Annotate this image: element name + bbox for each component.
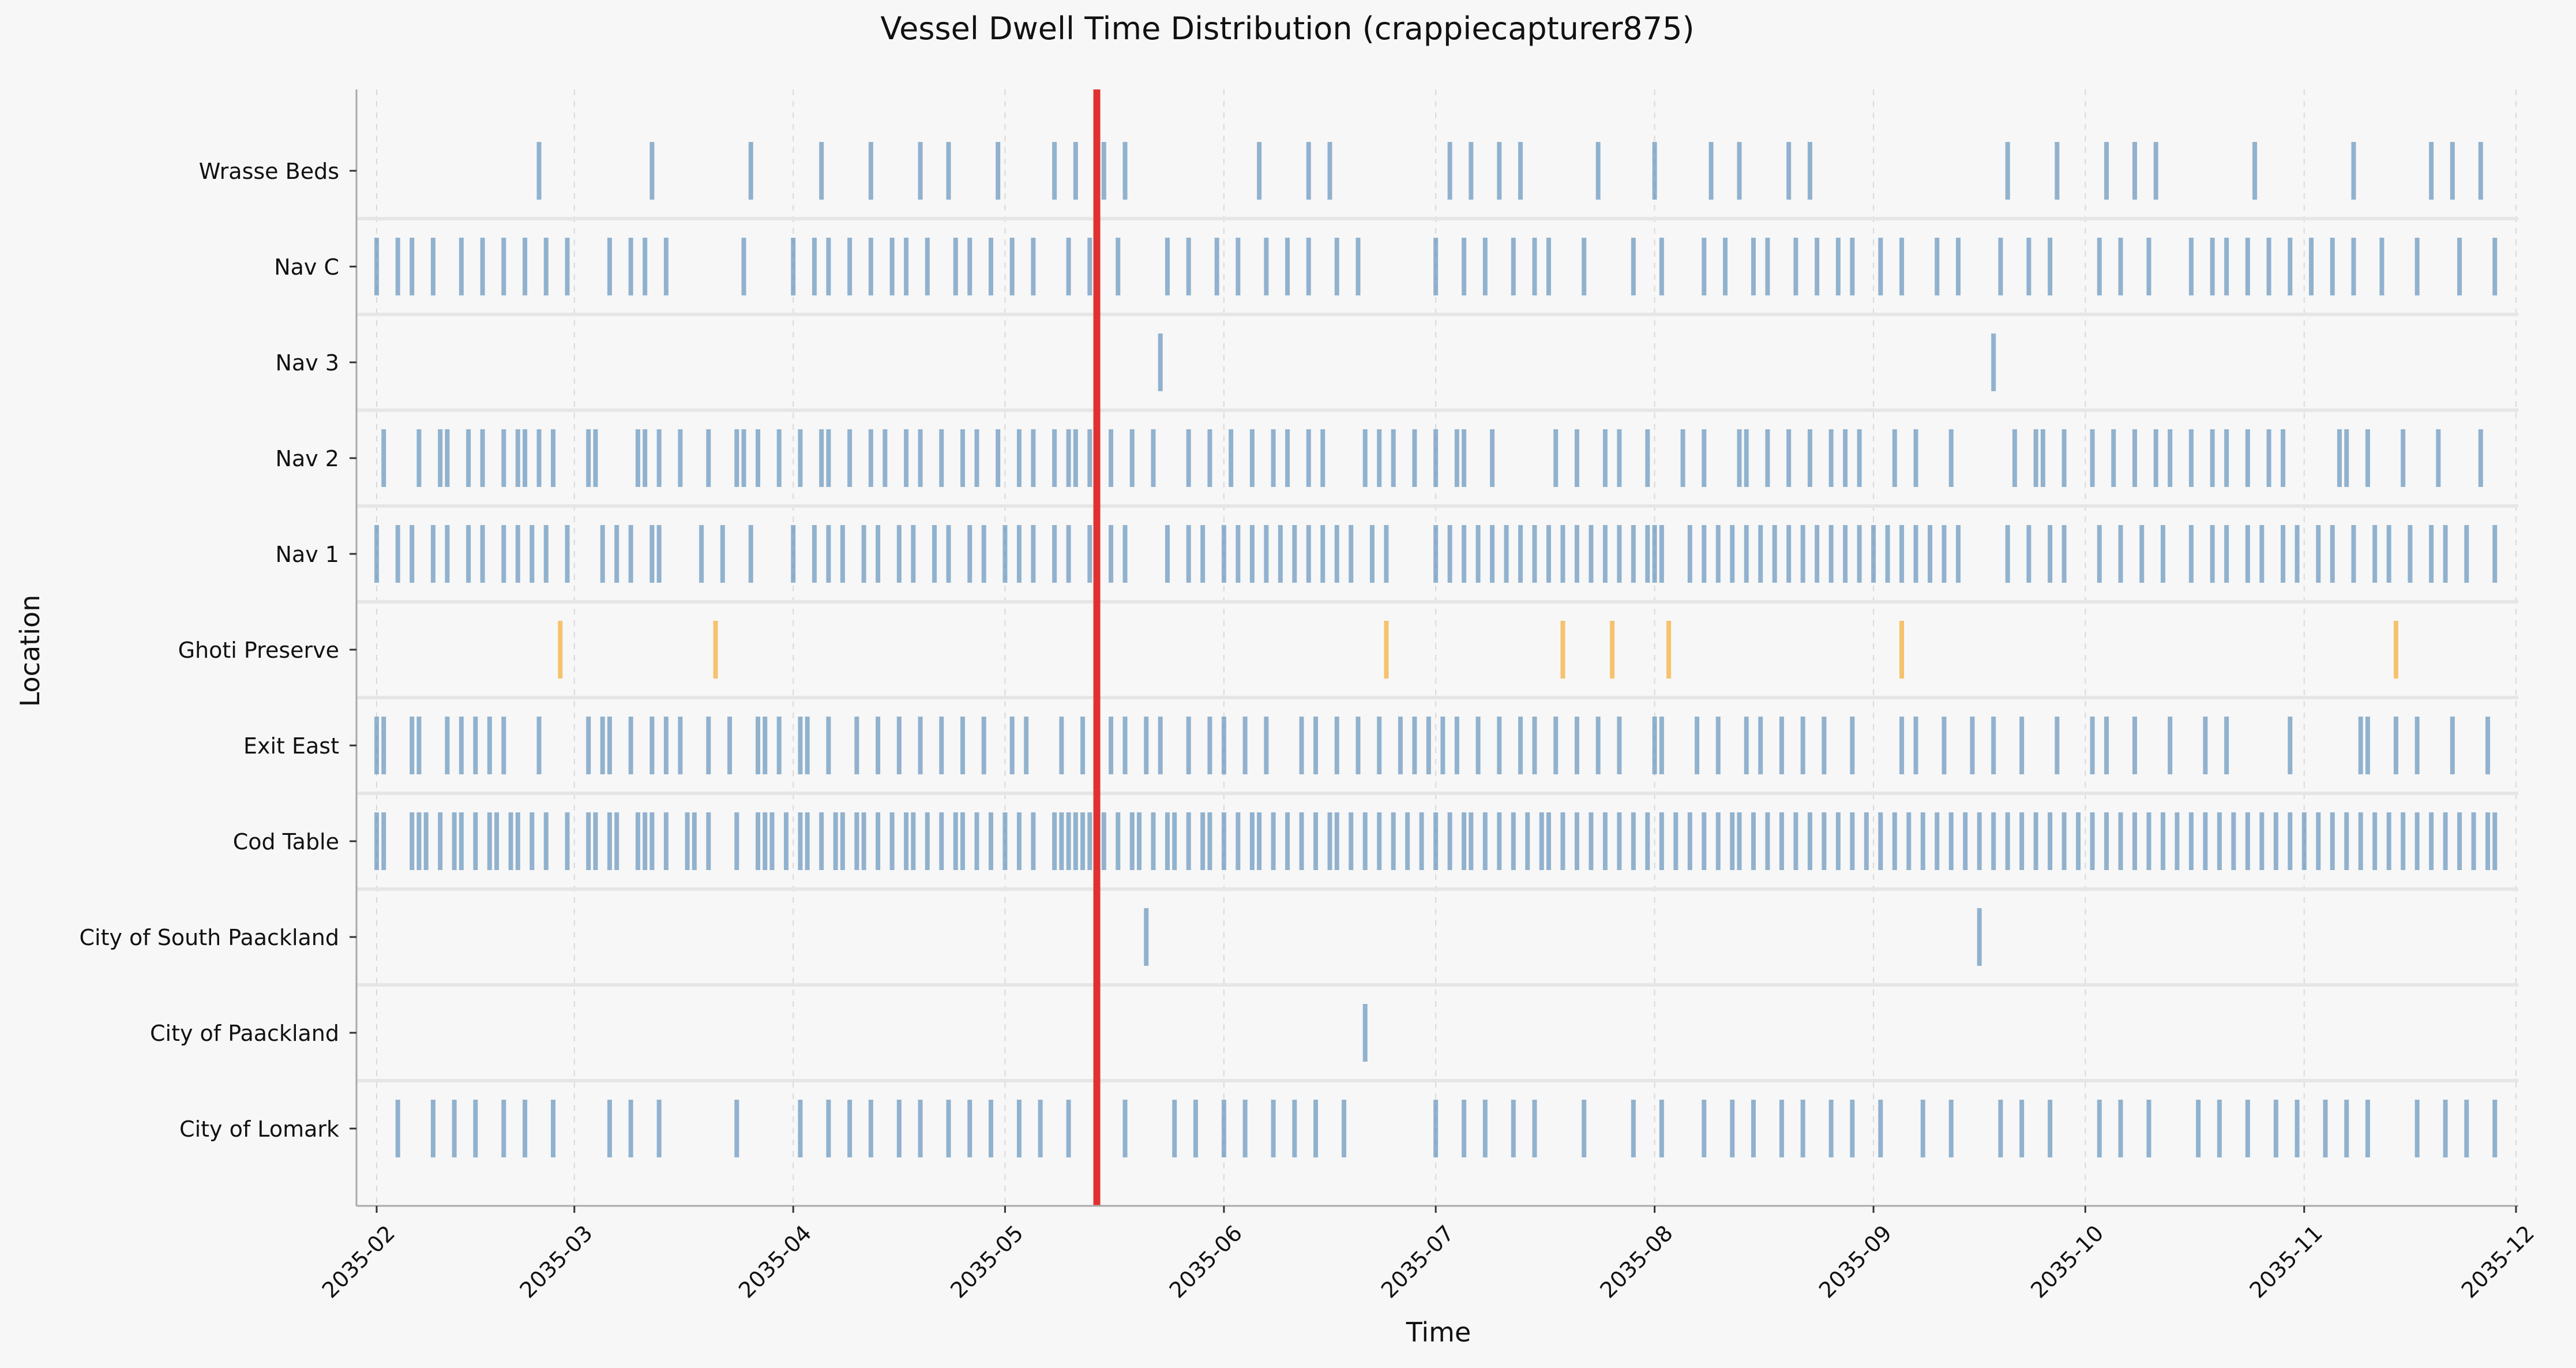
y-tick-label: Wrasse Beds [199, 159, 339, 184]
row-separator-layer [356, 217, 2518, 1082]
y-tick-label: Nav 3 [276, 350, 339, 376]
y-tick-label: Exit East [243, 733, 339, 759]
y-tick-label: Nav 2 [276, 446, 339, 471]
chart-title: Vessel Dwell Time Distribution (crappiec… [880, 10, 1694, 47]
y-tick-label: City of Lomark [179, 1116, 339, 1142]
y-tick-label: City of South Paackland [79, 925, 339, 950]
y-tick-label: Ghoti Preserve [178, 638, 339, 663]
y-tick-label: City of Paackland [150, 1021, 339, 1046]
y-axis-label: Location [14, 595, 46, 707]
x-axis-label: Time [1406, 1317, 1471, 1348]
y-tick-label: Cod Table [233, 829, 339, 854]
event-layer [374, 142, 2498, 1157]
y-tick-label: Nav C [274, 254, 339, 280]
grid-layer [376, 89, 2517, 1206]
y-tick-label: Nav 1 [276, 542, 339, 567]
